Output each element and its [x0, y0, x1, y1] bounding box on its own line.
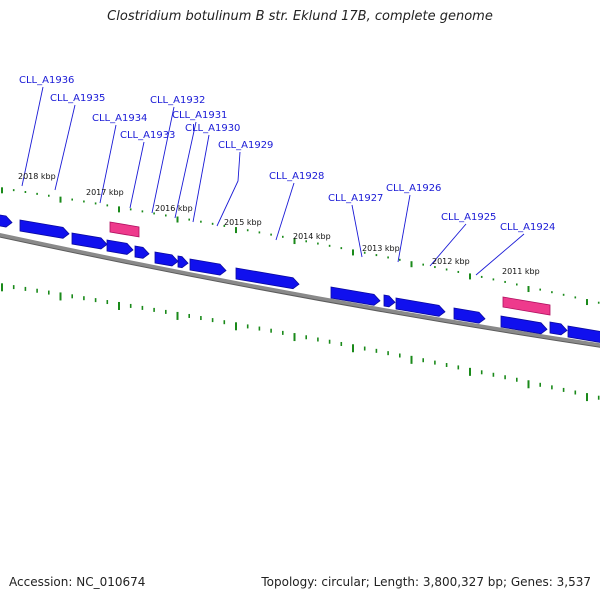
callout-line — [129, 141, 145, 209]
callout-line — [192, 134, 210, 223]
genome-backbone-shadow — [0, 236, 600, 348]
gene-label: CLL_A1936 — [19, 75, 74, 86]
gene-label: CLL_A1925 — [441, 212, 496, 223]
kbp-label: 2014 kbp — [293, 232, 331, 241]
gene-label: CLL_A1932 — [150, 95, 205, 106]
gene-label: CLL_A1934 — [92, 113, 147, 124]
genome-backbone — [0, 233, 600, 348]
callout-line — [275, 182, 295, 241]
gene-label: CLL_A1926 — [386, 183, 441, 194]
kbp-label: 2013 kbp — [362, 244, 400, 253]
callout-line — [21, 86, 44, 187]
gene-label: CLL_A1933 — [120, 130, 175, 141]
callout-line — [151, 106, 175, 214]
kbp-label: 2017 kbp — [86, 188, 124, 197]
gene-label: CLL_A1929 — [218, 140, 273, 151]
gene-label: CLL_A1930 — [185, 123, 240, 134]
callout-line — [351, 204, 363, 258]
gene-label: CLL_A1927 — [328, 193, 383, 204]
kbp-label: 2016 kbp — [155, 204, 193, 213]
callout-line — [54, 104, 76, 191]
accession-text: Accession: NC_010674 — [9, 575, 146, 589]
gene-label: CLL_A1924 — [500, 222, 555, 233]
gene-label: CLL_A1935 — [50, 93, 105, 104]
callout-line — [99, 124, 117, 204]
gene-arrow — [177, 255, 189, 269]
kbp-label: 2011 kbp — [502, 267, 540, 276]
gene-arrow — [235, 267, 300, 290]
gene-highlighted — [502, 296, 551, 316]
gene-label: CLL_A1931 — [172, 110, 227, 121]
tick-marks — [1, 187, 600, 402]
gene-label: CLL_A1928 — [269, 171, 324, 182]
gene-arrow — [395, 297, 446, 317]
genome-summary-text: Topology: circular; Length: 3,800,327 bp… — [261, 575, 591, 589]
callout-line — [475, 233, 525, 276]
gene-arrow — [383, 294, 396, 308]
kbp-label: 2018 kbp — [18, 172, 56, 181]
gene-arrow — [549, 321, 568, 336]
kbp-label: 2012 kbp — [432, 257, 470, 266]
gene-highlighted — [109, 221, 140, 238]
map-title: Clostridium botulinum B str. Eklund 17B,… — [107, 9, 493, 24]
callout-line — [397, 194, 411, 263]
callout-line — [216, 151, 241, 227]
gene-arrow — [567, 325, 600, 343]
gene-arrow — [330, 286, 381, 306]
callout-line — [174, 121, 197, 219]
gene-arrow — [106, 239, 134, 255]
kbp-marks: 2018 kbp 2017 kbp 2016 kbp 2015 kbp 2014 kbp… — [18, 172, 540, 276]
gene-arrow — [500, 315, 548, 335]
gene-arrow — [71, 232, 108, 250]
gene-arrow — [134, 245, 150, 259]
gene-arrow — [154, 251, 179, 267]
gene-arrow — [189, 258, 227, 276]
callout-line — [429, 223, 467, 267]
kbp-label: 2015 kbp — [224, 218, 262, 227]
gene-arrow — [0, 214, 13, 228]
gene-arrow — [453, 307, 486, 324]
gene-arrow — [19, 219, 70, 239]
gene-track — [0, 214, 600, 343]
gene-callouts: CLL_A1936 CLL_A1935 CLL_A1934 CLL_A1933 CLL_… — [19, 75, 555, 276]
